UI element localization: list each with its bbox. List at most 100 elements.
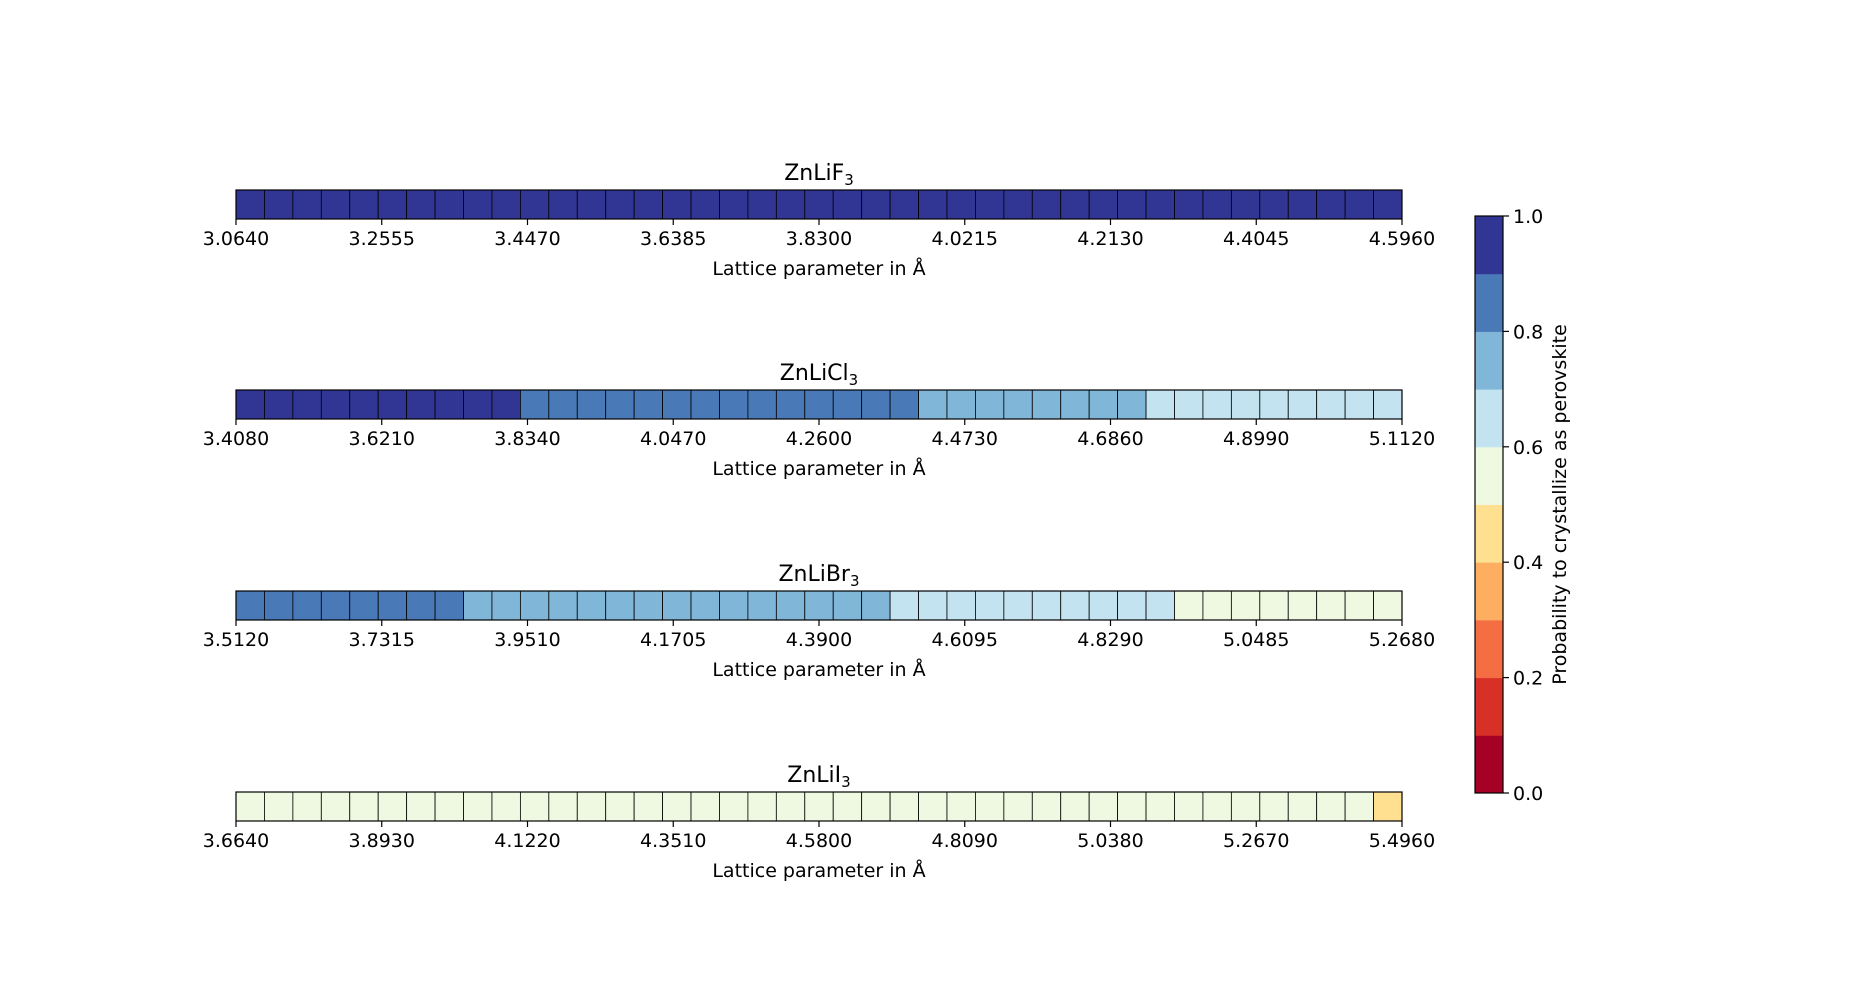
colorbar-segment	[1475, 331, 1503, 390]
heatmap-cell	[1145, 389, 1175, 420]
heatmap-cell	[1230, 389, 1261, 420]
colorbar: 0.0 0.2 0.4 0.6 0.8 1.0 Probability to crystal…	[1474, 206, 1571, 805]
heatmap-cell	[1287, 189, 1318, 220]
heatmap-cell	[747, 791, 777, 822]
panel-title-base: ZnLiBr	[778, 562, 850, 587]
panel-title-base: ZnLiI	[787, 763, 841, 788]
x-tick-label: 4.2600	[786, 428, 852, 450]
heatmap-cell	[633, 590, 663, 621]
heatmap-cell	[463, 590, 493, 621]
heatmap-cell	[633, 389, 663, 420]
heatmap-cell	[406, 791, 436, 822]
heatmap-cell	[975, 389, 1005, 420]
heatmap-cell	[662, 791, 692, 822]
heatmap-cell	[946, 389, 976, 420]
heatmap-cell	[406, 590, 436, 621]
heatmap-cell	[576, 189, 607, 220]
colorbar-segment	[1475, 216, 1503, 275]
heatmap-cell	[463, 189, 493, 220]
heatmap-cell	[1202, 590, 1232, 621]
x-tick-label: 4.0215	[932, 228, 998, 250]
heatmap-cell	[804, 590, 834, 621]
heatmap-cell	[889, 189, 919, 220]
panel-title-subscript: 3	[850, 572, 860, 590]
heatmap-cell	[1344, 189, 1374, 220]
x-tick-label: 3.2555	[349, 228, 415, 250]
heatmap-cell	[463, 389, 493, 420]
heatmap-cell	[719, 590, 749, 621]
heatmap-cell	[406, 189, 436, 220]
heatmap-cell	[349, 590, 379, 621]
heatmap-cell	[662, 389, 692, 420]
x-tick-label: 3.8930	[349, 830, 415, 852]
heatmap-cell	[1316, 189, 1346, 220]
heatmap-cell	[975, 791, 1005, 822]
x-tick-label: 3.6210	[349, 428, 415, 450]
heatmap-cell	[491, 590, 521, 621]
heatmap-cell	[406, 389, 436, 420]
heatmap-cell	[320, 389, 351, 420]
heatmap-cell	[1174, 389, 1204, 420]
heatmap-cell	[1344, 590, 1374, 621]
colorbar-segment	[1475, 389, 1503, 448]
heatmap-cell	[264, 189, 294, 220]
colorbar-tick-label: 0.6	[1513, 437, 1543, 459]
heatmap-cell	[377, 389, 408, 420]
heatmap-cell	[889, 590, 919, 621]
heatmap-cell	[1287, 389, 1318, 420]
colorbar-segment	[1475, 619, 1503, 679]
heatmap-panel-4: ZnLiI3 3.6640 3.8930 4.1220 4.3510 4.5800 4.80…	[203, 763, 1435, 882]
heatmap-cell	[605, 189, 635, 220]
colorbar-segment	[1475, 273, 1503, 332]
heatmap-cell	[1373, 791, 1403, 822]
heatmap-cell	[1344, 389, 1374, 420]
heatmap-cell	[719, 189, 749, 220]
panel-title: ZnLiF3	[784, 161, 854, 189]
x-tick-label: 4.1705	[640, 629, 706, 651]
x-tick-label: 3.9510	[494, 629, 560, 651]
heatmap-cell	[775, 590, 806, 621]
heatmap-cell	[861, 389, 891, 420]
heatmap-cell	[633, 189, 663, 220]
heatmap-cell	[690, 791, 720, 822]
heatmap-cell	[491, 791, 521, 822]
heatmap-cell	[918, 590, 948, 621]
heatmap-cell	[1316, 389, 1346, 420]
heatmap-cell	[1088, 189, 1119, 220]
heatmap-cell	[548, 389, 578, 420]
heatmap-cell	[1202, 189, 1232, 220]
heatmap-cell	[861, 791, 891, 822]
heatmap-cell	[662, 590, 692, 621]
heatmap-cell	[1316, 791, 1346, 822]
heatmap-cell	[519, 189, 550, 220]
panel-title: ZnLiI3	[787, 763, 850, 791]
colorbar-segment	[1475, 562, 1503, 621]
heatmap-cell	[804, 791, 834, 822]
heatmap-cell	[463, 791, 493, 822]
heatmap-cell	[1259, 389, 1289, 420]
heatmap-cell	[662, 189, 692, 220]
heatmap-cell	[292, 389, 322, 420]
colorbar-frame	[1474, 215, 1504, 794]
heatmap-cell	[832, 590, 863, 621]
heatmap-cell	[861, 189, 891, 220]
heatmap-cell	[1117, 590, 1147, 621]
heatmap-cell	[1344, 791, 1374, 822]
x-tick-label: 4.2130	[1077, 228, 1143, 250]
heatmap-cell	[690, 389, 720, 420]
heatmap-cell	[1060, 389, 1090, 420]
heatmap-cell	[1117, 389, 1147, 420]
x-tick-label: 3.8300	[786, 228, 852, 250]
heatmap-cell	[1287, 791, 1318, 822]
x-tick-label: 5.2680	[1369, 629, 1435, 651]
heatmap-cell	[1174, 189, 1204, 220]
x-axis-label: Lattice parameter in Å	[712, 457, 925, 480]
heatmap-cell	[548, 590, 578, 621]
x-axis-label: Lattice parameter in Å	[712, 257, 925, 280]
x-tick-label: 4.1220	[494, 830, 560, 852]
heatmap-cell	[377, 590, 408, 621]
colorbar-segment	[1475, 504, 1503, 563]
x-tick-label: 4.8090	[932, 830, 998, 852]
heatmap-cell	[1259, 791, 1289, 822]
heatmap-cell	[292, 791, 322, 822]
